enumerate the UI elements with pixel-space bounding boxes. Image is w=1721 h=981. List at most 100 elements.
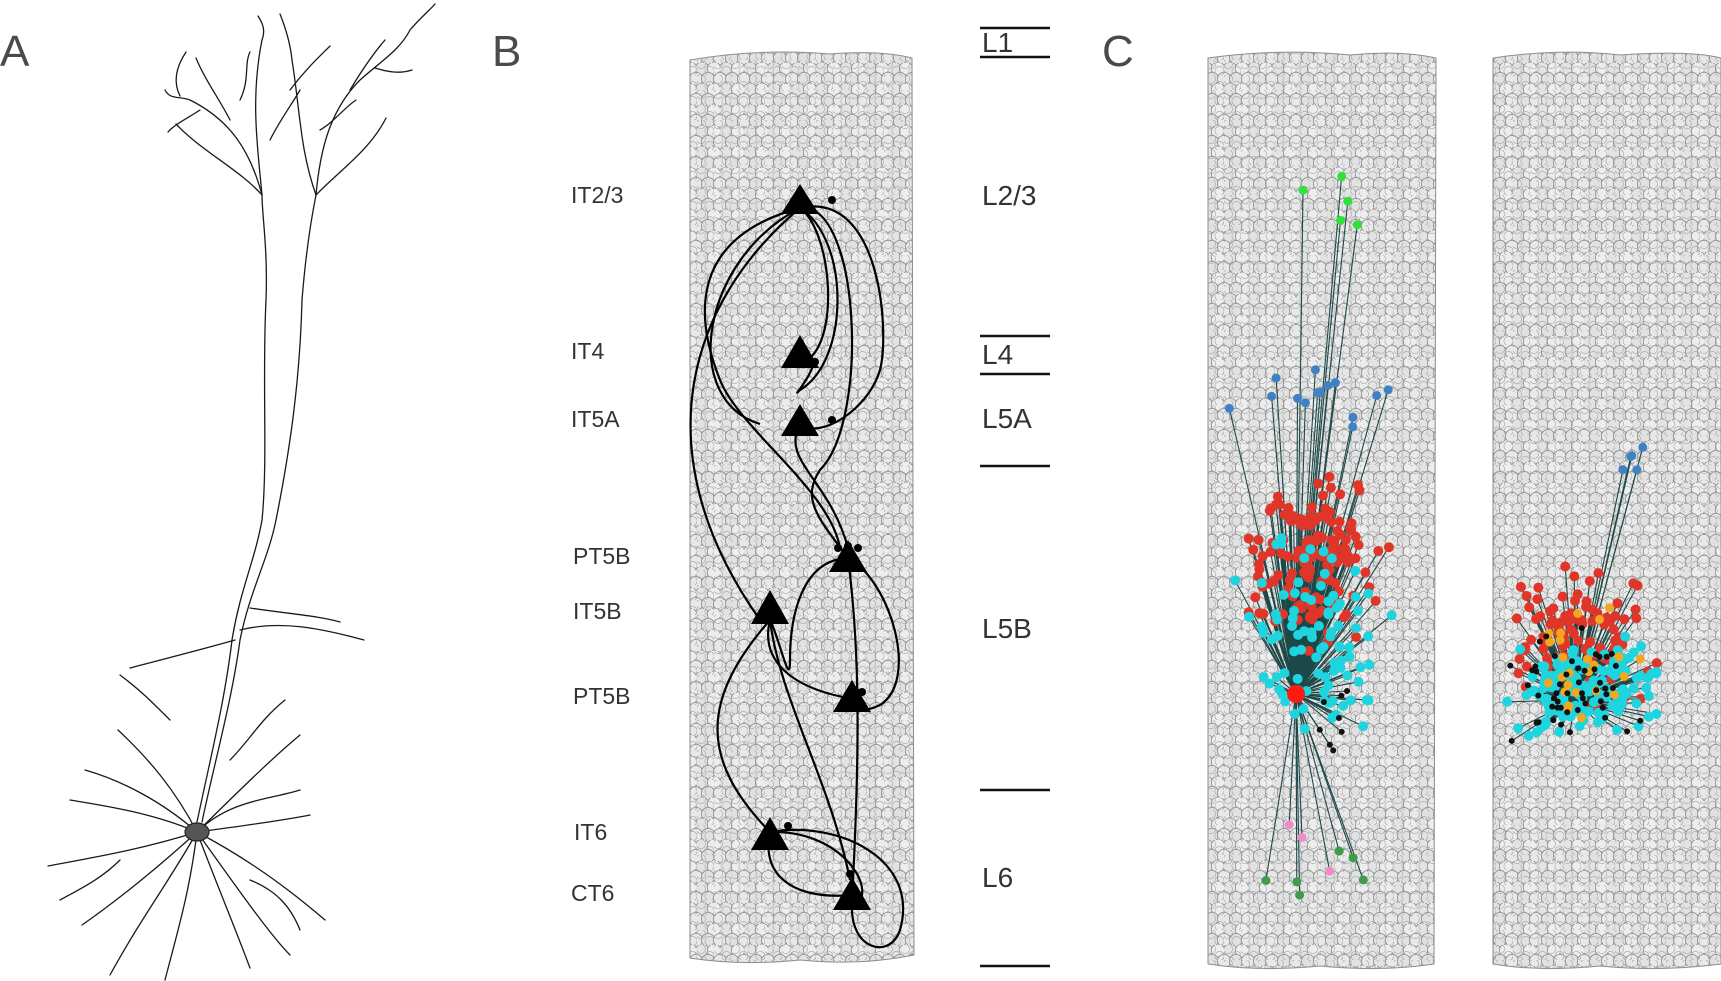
synapse-dot xyxy=(1289,646,1300,657)
synapse-dot xyxy=(1373,546,1384,556)
synapse-dot xyxy=(1285,575,1295,586)
synapse-dot xyxy=(1536,638,1543,645)
synapse-dot xyxy=(1651,709,1662,719)
synapse-dot xyxy=(1264,678,1275,689)
synapse-dot xyxy=(1340,534,1351,545)
synapse-dot xyxy=(1571,688,1581,698)
synapse-dot xyxy=(1554,726,1565,737)
synapse-dot xyxy=(1305,544,1316,555)
synapse-dot xyxy=(1521,690,1532,700)
synapse-dot xyxy=(1616,659,1627,670)
dot-icon xyxy=(828,416,836,424)
label-it6: IT6 xyxy=(574,819,607,845)
synapse-dot xyxy=(1572,589,1583,600)
synapse-dot xyxy=(1593,687,1600,694)
triangle-icon xyxy=(833,680,871,712)
synapse-dot xyxy=(1334,598,1345,609)
synapse-dot xyxy=(1641,682,1652,693)
label-it5b: IT5B xyxy=(573,598,622,624)
synapse-dot xyxy=(1550,717,1557,724)
synapse-dot xyxy=(1584,576,1595,587)
synapse-dot xyxy=(1630,604,1641,615)
label-it4: IT4 xyxy=(571,338,604,364)
synapse-dot xyxy=(1563,616,1574,627)
synapse-dot xyxy=(1636,641,1647,652)
synapse-dot xyxy=(1341,609,1352,620)
synapse-dot xyxy=(1336,655,1346,666)
synapse-dot xyxy=(1599,704,1606,711)
synapse-dot xyxy=(1532,663,1539,670)
connection-line xyxy=(1295,693,1343,733)
synapse-dot xyxy=(1526,634,1537,645)
connection-curves xyxy=(689,205,905,949)
synapse-dot xyxy=(1358,721,1369,732)
synapse-dot xyxy=(1296,603,1307,614)
synapse-dot xyxy=(1353,676,1364,687)
synapse-dot xyxy=(1256,621,1267,632)
synapse-dot xyxy=(1329,535,1340,546)
synapse-dot xyxy=(1350,566,1361,576)
synapse-dot xyxy=(1568,628,1579,639)
synapse-dot xyxy=(1579,690,1585,697)
connection-line xyxy=(1275,544,1297,695)
connection-line xyxy=(1273,581,1297,695)
synapse-dot xyxy=(1292,673,1303,684)
synapse-dot xyxy=(1514,653,1525,664)
synapse-dot xyxy=(1299,723,1310,734)
synapse-dot xyxy=(1635,654,1645,664)
synapse-dot xyxy=(1224,403,1234,413)
synapse-dot xyxy=(1310,536,1321,547)
synapse-dot xyxy=(1342,670,1353,681)
synapse-dot xyxy=(1616,699,1627,710)
synapse-dot xyxy=(1513,668,1524,679)
synapse-dot xyxy=(1558,652,1568,662)
synapse-dot xyxy=(1302,571,1313,582)
synapse-dot xyxy=(1555,635,1565,645)
synapse-dot xyxy=(1256,578,1267,589)
synapse-dot xyxy=(1631,613,1642,624)
synapse-dot xyxy=(1250,592,1261,603)
synapse-dot xyxy=(1361,695,1372,706)
synapse-dot xyxy=(1326,741,1333,748)
synapse-dot xyxy=(1515,581,1526,592)
synapse-dot xyxy=(1335,662,1346,673)
synapse-dot xyxy=(1297,832,1307,842)
synapse-dot xyxy=(1618,465,1628,475)
connection-line xyxy=(1295,693,1364,727)
synapse-dot xyxy=(1254,608,1265,619)
synapse-dot xyxy=(1338,728,1345,735)
synapse-dot xyxy=(1593,707,1604,718)
synapse-dot xyxy=(1272,630,1283,641)
layer-boundaries xyxy=(980,26,1050,968)
synapse-dot xyxy=(1320,699,1327,705)
synapse-dot xyxy=(1609,690,1619,700)
triangle-icon xyxy=(781,335,819,368)
synapse-dot xyxy=(1597,698,1604,705)
synapse-dot xyxy=(1319,568,1330,579)
synapse-dot xyxy=(1628,578,1639,589)
synapse-dot xyxy=(1563,680,1573,690)
synapse-dot xyxy=(1355,662,1366,673)
synapse-dot xyxy=(1350,623,1361,634)
synapse-dot xyxy=(1352,220,1362,230)
synapse-dot xyxy=(1244,611,1254,622)
synapse-dot xyxy=(1556,681,1563,688)
synapse-dot xyxy=(1332,525,1343,536)
synapse-dot xyxy=(1279,668,1290,679)
synapse-dot xyxy=(1535,719,1542,726)
synapse-dot xyxy=(1513,723,1524,734)
synapse-dot xyxy=(1267,391,1277,401)
synapse-dot xyxy=(1307,632,1317,643)
synapse-dot xyxy=(1323,381,1333,390)
synapse-dot xyxy=(1564,709,1571,716)
synapse-dot xyxy=(1348,853,1358,863)
synapse-dot xyxy=(1507,662,1514,669)
layer-label-l6: L6 xyxy=(982,862,1013,893)
synapse-dot xyxy=(1320,672,1331,683)
layer-label-l4: L4 xyxy=(982,339,1013,370)
synapse-dot xyxy=(1549,703,1556,710)
synapse-dot xyxy=(1326,553,1337,564)
connection-line xyxy=(1295,646,1350,695)
dot-icon xyxy=(834,544,842,552)
panel-letter-c: C xyxy=(1102,27,1134,76)
